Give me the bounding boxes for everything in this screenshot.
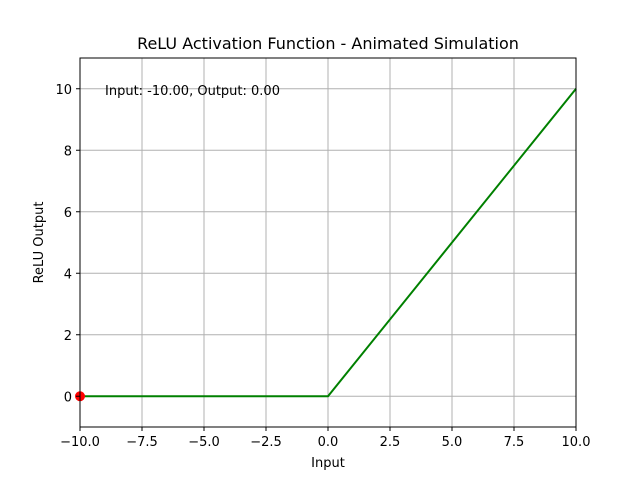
x-tick-label: −5.0: [188, 435, 220, 450]
y-tick-label: 10: [55, 83, 72, 98]
y-tick-label: 6: [64, 206, 72, 221]
y-tick-label: 0: [64, 390, 72, 405]
x-tick-label: −2.5: [250, 435, 282, 450]
x-tick-label: 5.0: [442, 435, 463, 450]
x-tick-label: −10.0: [60, 435, 100, 450]
axis-ticks: −10.0 −7.5 −5.0 −2.5 0.0 2.5 5.0 7.5 10.0 0 2 4 6 8 10: [55, 83, 590, 450]
relu-series-line: [80, 88, 577, 398]
x-tick-label: −7.5: [126, 435, 158, 450]
x-tick-label: 7.5: [504, 435, 525, 450]
annotation-text: Input: -10.00, Output: 0.00: [105, 84, 280, 99]
grid-lines: [79, 58, 577, 427]
chart-title: ReLU Activation Function - Animated Simu…: [137, 34, 519, 53]
y-axis-label: ReLU Output: [32, 202, 47, 284]
x-tick-label: 0.0: [318, 435, 339, 450]
y-tick-label: 4: [64, 267, 72, 282]
series-layer: [80, 88, 577, 398]
y-tick-label: 2: [64, 329, 72, 344]
x-tick-label: 10.0: [562, 435, 591, 450]
x-tick-label: 2.5: [380, 435, 401, 450]
y-tick-label: 8: [64, 144, 72, 159]
x-axis-label: Input: [311, 456, 345, 471]
